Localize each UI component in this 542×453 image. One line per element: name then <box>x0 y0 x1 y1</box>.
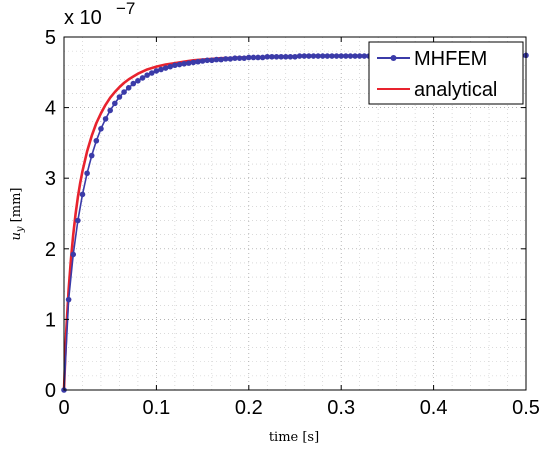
x-axis-label: time [s] <box>269 430 319 445</box>
mhfem-point <box>185 60 192 66</box>
y-axis-label: uy [mm] <box>9 188 26 241</box>
mhfem-point <box>259 54 266 61</box>
mhfem-point <box>148 70 155 76</box>
mhfem-point <box>121 89 127 95</box>
legend-box <box>368 41 524 105</box>
mhfem-point <box>287 53 294 60</box>
x-tick-label: 0.4 <box>420 397 448 419</box>
mhfem-point <box>144 72 150 78</box>
mhfem-point <box>319 53 326 59</box>
mhfem-point <box>356 53 363 59</box>
plot-frame <box>63 36 527 391</box>
mhfem-point <box>190 59 197 66</box>
mhfem-point <box>135 77 141 84</box>
mhfem-point <box>162 65 169 71</box>
mhfem-point <box>181 61 187 67</box>
mhfem-point <box>153 68 160 74</box>
mhfem-point <box>301 53 308 59</box>
mhfem-point <box>236 55 243 61</box>
mhfem-point <box>343 53 349 59</box>
y-tick-label: 5 <box>45 27 56 49</box>
mhfem-point <box>199 58 206 64</box>
mhfem-point <box>75 217 81 224</box>
mhfem-point <box>310 53 317 59</box>
mhfem-point <box>176 61 183 68</box>
svg-text:uy [mm]: uy [mm] <box>9 188 26 241</box>
mhfem-point <box>333 53 340 59</box>
tick-layer: 0 0.1 0.2 0.3 0.4 0.5 0 1 2 3 4 5 <box>45 27 540 419</box>
mhfem-point <box>158 66 164 73</box>
legend: MHFEM analytical <box>368 41 524 105</box>
mhfem-point <box>269 53 275 60</box>
mhfem-point <box>116 94 123 100</box>
mhfem-point <box>329 53 335 59</box>
mhfem-point <box>347 53 354 59</box>
y-exponent-power: −7 <box>116 0 135 18</box>
mhfem-point <box>296 53 303 59</box>
mhfem-point <box>88 152 95 159</box>
y-tick-label: 0 <box>45 380 56 402</box>
mhfem-point <box>338 53 345 59</box>
mhfem-point <box>250 54 257 61</box>
mhfem-point <box>255 54 261 61</box>
mhfem-point <box>361 53 368 59</box>
mhfem-point <box>209 57 215 64</box>
mhfem-point <box>139 75 146 81</box>
x-tick-label: 0.1 <box>142 397 170 419</box>
mhfem-point <box>112 100 118 107</box>
y-axis-label-sub: y <box>15 226 26 233</box>
mhfem-point <box>93 137 100 144</box>
x-tick-label: 0.5 <box>512 397 540 419</box>
legend-label-mhfem: MHFEM <box>414 48 487 70</box>
mhfem-point <box>292 53 298 60</box>
x-tick-label: 0.2 <box>235 397 263 419</box>
mhfem-point <box>102 116 109 122</box>
y-tick-label: 1 <box>45 309 56 331</box>
mhfem-point <box>84 170 90 177</box>
mhfem-point <box>79 191 86 198</box>
mhfem-point <box>306 53 312 59</box>
mhfem-point <box>125 85 132 91</box>
mhfem-point <box>227 56 234 62</box>
mhfem-point <box>218 56 224 63</box>
mhfem-point <box>130 80 137 87</box>
y-axis-label-unit: [mm] <box>9 188 24 227</box>
mhfem-point <box>232 55 238 61</box>
mhfem-point <box>213 56 220 63</box>
y-tick-label: 2 <box>45 239 56 261</box>
mhfem-point <box>246 54 252 61</box>
mhfem-point <box>241 55 247 61</box>
y-tick-label: 3 <box>45 168 56 190</box>
y-tick-label: 4 <box>45 98 56 120</box>
mhfem-point <box>195 58 201 65</box>
mhfem-point <box>264 53 271 60</box>
mhfem-point <box>273 53 280 60</box>
legend-label-analytical: analytical <box>414 79 497 101</box>
mhfem-point <box>167 63 174 70</box>
mhfem-point <box>278 53 284 60</box>
mhfem-point <box>204 57 211 64</box>
y-exponent-base: x 10 <box>64 7 102 29</box>
mhfem-point <box>65 296 72 303</box>
mhfem-point <box>107 107 113 114</box>
legend-marker-mhfem <box>390 55 397 61</box>
mhfem-point <box>70 251 77 258</box>
mhfem-point <box>98 125 104 132</box>
mhfem-point <box>352 53 358 59</box>
mhfem-point <box>282 53 289 60</box>
mhfem-point <box>172 62 178 69</box>
mhfem-point <box>324 53 331 59</box>
x-tick-label: 0 <box>58 397 69 419</box>
y-axis-label-main: u <box>9 232 24 240</box>
mhfem-point <box>222 56 229 62</box>
mhfem-point <box>315 53 321 59</box>
major-grid <box>64 37 526 390</box>
x-tick-label: 0.3 <box>327 397 355 419</box>
